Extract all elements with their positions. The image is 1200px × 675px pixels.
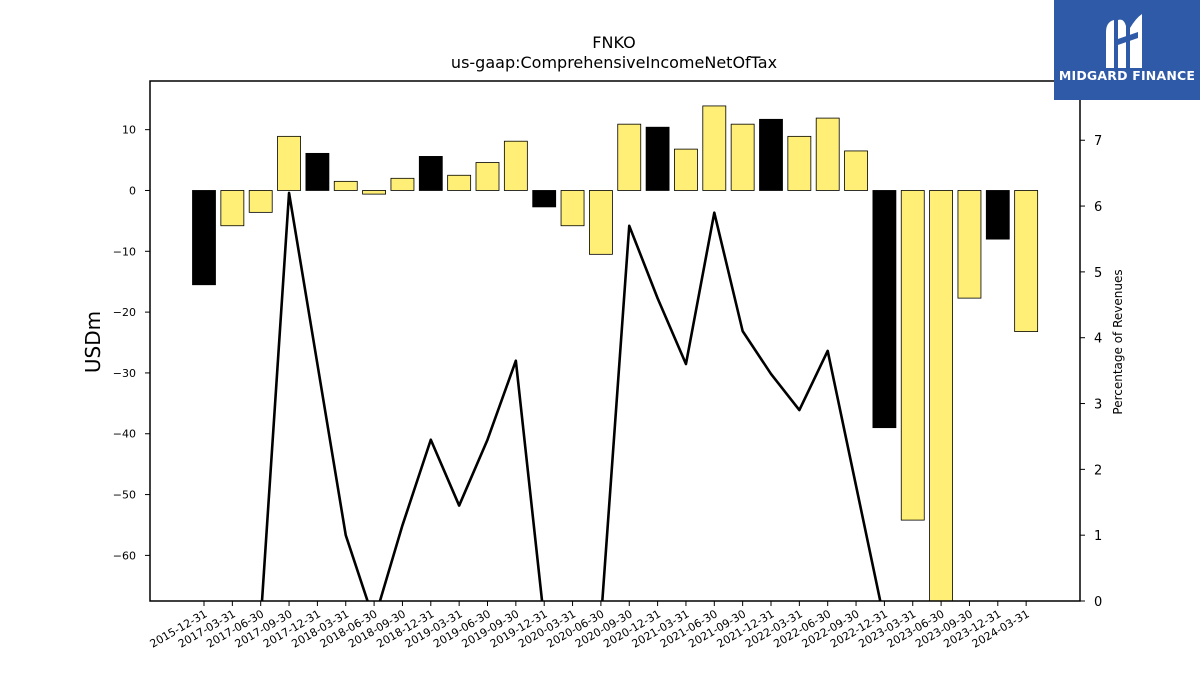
bar-2018-06-30 <box>362 190 387 195</box>
bar-2017-12-31 <box>305 152 330 191</box>
y-tick-label: −30 <box>113 367 136 380</box>
bar-2022-06-30 <box>815 117 840 191</box>
y2-tick-label: 6 <box>1094 200 1102 215</box>
bar-2022-12-31 <box>872 190 897 429</box>
bar-2017-03-31 <box>220 190 245 227</box>
bar-2020-06-30 <box>589 190 613 255</box>
bar-2019-12-31 <box>532 190 557 208</box>
bar-2021-12-31 <box>759 118 783 191</box>
bar-2019-06-30 <box>475 162 500 191</box>
bar-2018-03-31 <box>333 180 358 191</box>
axes-layer: 100−10−20−30−40−50−60012345672015-12-312… <box>113 80 1102 651</box>
chart-title: FNKO <box>592 33 635 52</box>
bar-2022-03-31 <box>787 135 812 191</box>
line-layer <box>260 191 882 601</box>
bar-2023-12-31 <box>985 190 1010 240</box>
bar-2020-09-30 <box>617 123 642 191</box>
bar-2024-03-31 <box>1014 190 1039 332</box>
brand-name: MIDGARD FINANCE <box>1058 68 1196 83</box>
y2-tick-label: 2 <box>1094 463 1102 478</box>
bar-2018-09-30 <box>390 177 415 191</box>
midgard-logo-icon <box>1106 14 1142 69</box>
y-tick-label: −40 <box>113 428 136 441</box>
y2-tick-label: 0 <box>1094 595 1102 610</box>
bar-2017-09-30 <box>277 135 301 191</box>
bar-2023-09-30 <box>957 190 982 299</box>
bar-2022-09-30 <box>844 150 868 191</box>
bar-2019-09-30 <box>503 140 528 191</box>
bar-2020-12-31 <box>645 126 670 191</box>
bars-layer <box>192 105 1039 602</box>
plot-frame <box>149 80 1081 602</box>
bar-2018-12-31 <box>418 156 443 191</box>
y-tick-label: 10 <box>122 124 136 137</box>
y2-tick-label: 3 <box>1094 398 1102 413</box>
y-tick-label: 0 <box>129 184 136 197</box>
y-axis-label: USDm <box>81 311 105 373</box>
y2-tick-label: 4 <box>1094 332 1102 347</box>
bar-2023-06-30 <box>929 190 953 602</box>
bar-2019-03-31 <box>447 174 472 191</box>
brand-logo: MIDGARD FINANCE <box>1054 0 1200 100</box>
bar-2023-03-31 <box>900 190 925 521</box>
y2-tick-label: 5 <box>1094 266 1102 281</box>
y2-tick-label: 1 <box>1094 529 1102 544</box>
y-tick-label: −20 <box>113 306 136 319</box>
y2-axis-label: Percentage of Revenues <box>1111 269 1125 414</box>
bar-2020-03-31 <box>560 190 585 227</box>
chart-subtitle: us-gaap:ComprehensiveIncomeNetOfTax <box>451 53 777 72</box>
bar-2017-06-30 <box>248 190 273 213</box>
bar-2021-06-30 <box>702 105 727 191</box>
y-tick-label: −60 <box>113 549 136 562</box>
revenue-percentage-line <box>260 191 882 601</box>
y-tick-label: −10 <box>113 245 136 258</box>
y2-tick-label: 7 <box>1094 134 1102 149</box>
bar-2021-09-30 <box>730 123 755 191</box>
bar-2015-12-31 <box>192 190 216 286</box>
bar-2021-03-31 <box>674 148 698 191</box>
y-tick-label: −50 <box>113 489 136 502</box>
